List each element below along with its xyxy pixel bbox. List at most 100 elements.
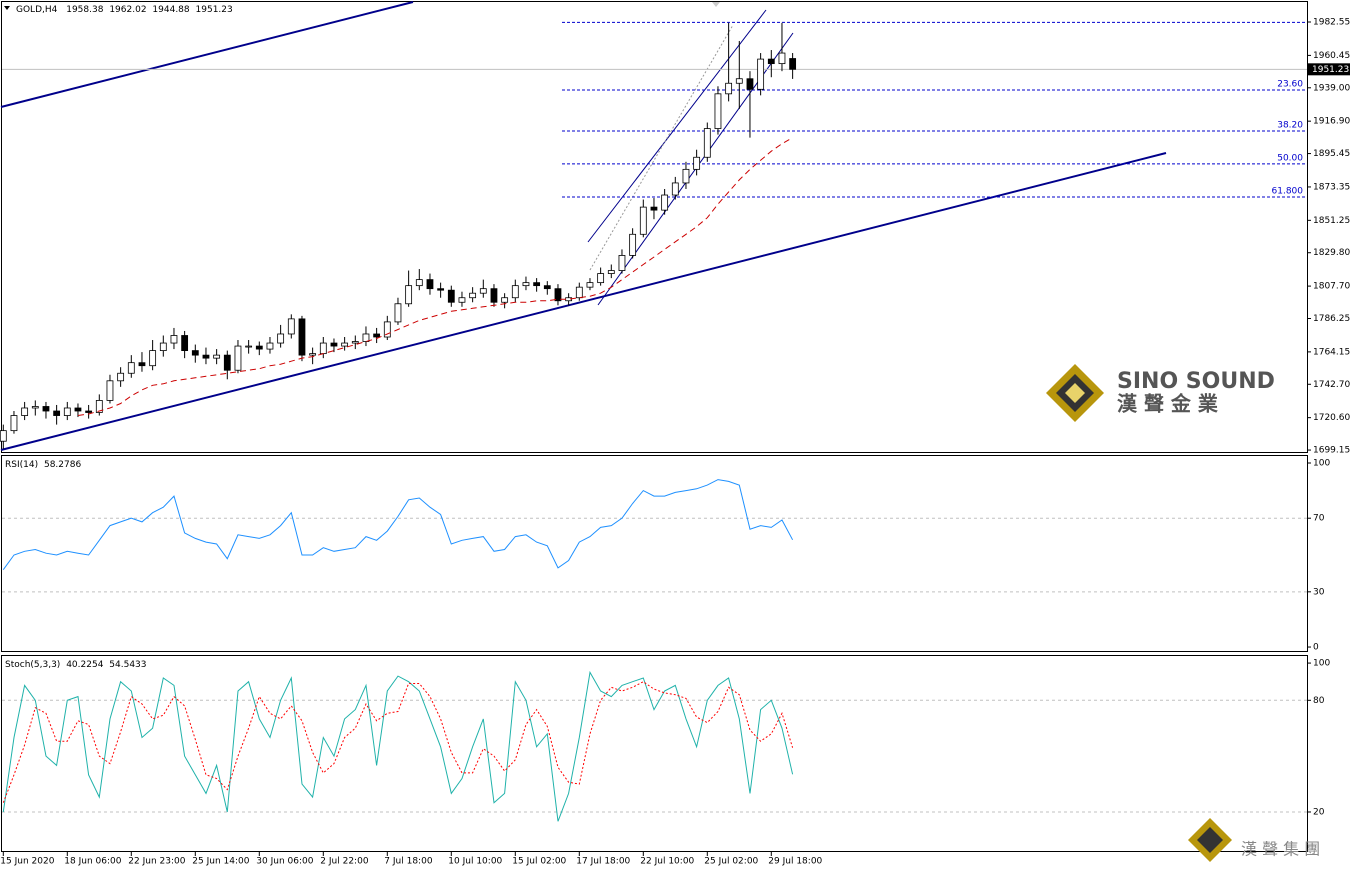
candle-body (693, 156, 701, 170)
close-value: 1951.23 (196, 5, 233, 15)
candle-body (501, 297, 509, 303)
y-tick-label: 1960.45 (1313, 51, 1350, 61)
candle-body (373, 333, 381, 338)
y-tick-label: 1982.55 (1313, 18, 1350, 28)
candle-body (597, 273, 605, 284)
candle-body (341, 342, 349, 347)
candle-body (330, 342, 338, 347)
channel-line (587, 9, 767, 243)
marker (712, 2, 720, 7)
x-tick-label: 22 Jun 23:00 (128, 857, 185, 867)
x-tick-label: 30 Jun 06:00 (256, 857, 313, 867)
candle-body (245, 345, 253, 348)
y-tick-label: 1742.70 (1313, 380, 1350, 390)
plot-layer: 1982.55 1960.45 1939.00 1916.90 1895.45 1873.… (0, 18, 1350, 867)
candle-body (618, 255, 626, 271)
candle-body (479, 288, 487, 294)
candle-body (394, 303, 402, 323)
y-tick-label: 1851.25 (1313, 216, 1350, 226)
candle-body (255, 345, 263, 350)
x-tick-label: 17 Jul 18:00 (576, 857, 630, 867)
candle-body (682, 168, 690, 184)
candle-body (287, 318, 295, 335)
candle-body (95, 400, 103, 413)
candle-body (757, 58, 765, 90)
y-tick-label: 1873.35 (1313, 182, 1350, 192)
candle-body (746, 78, 754, 90)
chart-header: GOLD,H4 1958.38 1962.02 1944.88 1951.23 (16, 5, 233, 15)
fib-label: 61.800 (1272, 186, 1304, 196)
rsi-header: RSI(14) 58.2786 (5, 460, 81, 470)
x-tick-label: 25 Jul 02:00 (704, 857, 758, 867)
candle-body (21, 407, 29, 416)
candle-body (117, 372, 125, 382)
candle-body (74, 407, 82, 412)
y-tick-label: 1786.25 (1313, 314, 1350, 324)
x-tick-label: 15 Jun 2020 (0, 857, 54, 867)
candle-body (127, 362, 135, 374)
candle-body (159, 342, 167, 351)
candle-body (607, 270, 615, 274)
x-tick-label: 25 Jun 14:00 (192, 857, 249, 867)
fib-trend-line (589, 24, 734, 271)
candle-body (202, 354, 210, 359)
candle-body (53, 410, 61, 416)
x-tick-label: 29 Jul 18:00 (768, 857, 822, 867)
candle-body (31, 406, 39, 409)
candle-body (63, 407, 71, 416)
main-panel (1, 1, 1308, 453)
brand-cn: 漢 聲 金 業 (1117, 392, 1219, 416)
candle-body (789, 58, 797, 70)
candle-body (213, 354, 221, 359)
symbol: GOLD,H4 (16, 5, 58, 15)
candle-body (10, 415, 18, 432)
candle-body (469, 292, 477, 299)
logo-small: 漢 聲 集 團 (1188, 818, 1320, 862)
candle-body (106, 380, 114, 401)
candle-body (714, 93, 722, 129)
y-tick-label: 1939.00 (1313, 83, 1350, 93)
y-tick-label: 1720.60 (1313, 413, 1350, 423)
candle-body (181, 335, 189, 351)
candle-body (191, 350, 199, 356)
x-tick-label: 7 Jul 18:00 (384, 857, 433, 867)
indicator-line (2, 681, 794, 803)
y-tick-label: 30 (1313, 587, 1325, 597)
candle-body (661, 194, 669, 211)
y-tick-label: 80 (1313, 696, 1325, 706)
high-value: 1962.02 (109, 5, 146, 15)
candle-body (234, 345, 242, 371)
candle-body (319, 342, 327, 355)
candle-body (437, 288, 445, 291)
indicator-title: Stoch(5,3,3) (5, 660, 60, 670)
candle-body (405, 285, 413, 305)
price-label-box (1307, 63, 1350, 76)
candle-body (266, 342, 274, 350)
x-tick-label: 2 Jul 22:00 (320, 857, 369, 867)
candle-body (671, 182, 679, 196)
y-tick-label: 1829.80 (1313, 248, 1350, 258)
candle-body (447, 289, 455, 303)
candle-body (703, 128, 711, 158)
candle-body (639, 206, 647, 235)
group-cn: 漢 聲 集 團 (1241, 840, 1320, 859)
y-tick-label: 1895.45 (1313, 149, 1350, 159)
candle-body (170, 335, 178, 344)
candle-body (309, 353, 317, 356)
fib-label: 23.60 (1277, 80, 1303, 90)
y-tick-label: 1807.70 (1313, 282, 1350, 292)
trend-line (0, 152, 1167, 451)
y-tick-label: 1764.15 (1313, 347, 1350, 357)
indicator-line (2, 479, 794, 570)
candle-body (85, 410, 93, 413)
candle-body (725, 82, 733, 95)
candle-body (778, 52, 786, 65)
trend-line (0, 1, 414, 108)
brand: SINO SOUND (1117, 369, 1275, 394)
candle-body (383, 321, 391, 338)
logo-mark (1197, 827, 1223, 853)
y-tick-label: 70 (1313, 514, 1325, 524)
y-tick-label: 100 (1313, 659, 1330, 669)
